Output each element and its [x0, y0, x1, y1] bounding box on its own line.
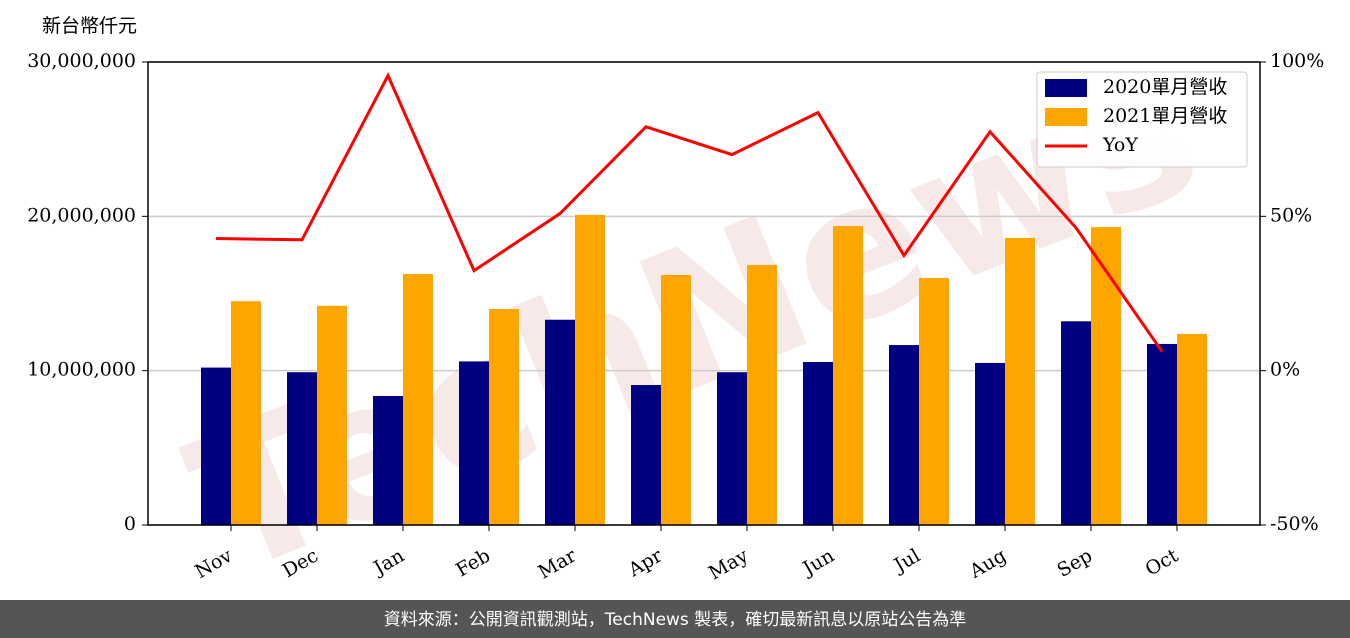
line — [215, 72, 1164, 353]
bar — [231, 301, 261, 525]
bar — [459, 361, 489, 525]
bar — [889, 345, 919, 525]
x-tick-label: Oct — [1142, 544, 1183, 580]
bar — [631, 385, 661, 525]
bar — [201, 367, 231, 525]
legend-box — [1036, 71, 1248, 168]
y-tick-label: 10,000,000 — [27, 359, 136, 381]
footer: 資料來源：公開資訊觀測站，TechNews 製表，確切最新訊息以原站公告為準 — [384, 610, 966, 630]
x-tick-label: Aug — [965, 545, 1010, 584]
y-tick-label: 30,000,000 — [27, 50, 136, 72]
bar — [489, 308, 519, 525]
bar — [403, 274, 433, 525]
bar — [1147, 343, 1177, 525]
y-tick-label: 0 — [124, 513, 136, 535]
plot-frame — [147, 61, 1261, 526]
y2-tick-label: 0% — [1270, 359, 1300, 381]
bar — [373, 395, 403, 525]
legend-swatch — [1045, 79, 1087, 97]
bar — [803, 362, 833, 525]
x-tick-label: Jul — [889, 545, 924, 578]
y2-tick-label: 50% — [1270, 204, 1312, 226]
legend-label: YoY — [1102, 134, 1138, 156]
bar — [975, 362, 1005, 525]
y-axis-label: 新台幣仟元 — [42, 15, 137, 37]
x-tick-label: Apr — [624, 544, 667, 581]
bar — [1177, 333, 1207, 525]
bar — [1005, 237, 1035, 525]
x-tick-label: Feb — [452, 545, 494, 582]
legend-label: 2020單月營收 — [1103, 76, 1227, 98]
bar — [747, 264, 777, 525]
y2-tick-label: 100% — [1270, 50, 1324, 72]
bar — [287, 372, 317, 525]
bar — [661, 274, 691, 525]
bar — [545, 319, 575, 525]
x-tick-label: Sep — [1053, 545, 1096, 582]
bar — [833, 226, 863, 525]
legend-label: 2021單月營收 — [1103, 105, 1227, 127]
legend-swatch — [1045, 108, 1087, 126]
y-tick-label: 20,000,000 — [27, 204, 136, 226]
bar — [317, 305, 347, 525]
bar — [1061, 321, 1091, 525]
x-tick-label: Mar — [534, 544, 580, 583]
x-tick-label: May — [705, 544, 752, 584]
bar — [1091, 227, 1121, 526]
bar — [919, 278, 949, 525]
bar — [575, 214, 605, 525]
y2-tick-label: -50% — [1270, 513, 1319, 535]
footer-bar — [0, 600, 1350, 638]
x-tick-label: Jun — [797, 545, 838, 581]
bar — [717, 372, 747, 525]
